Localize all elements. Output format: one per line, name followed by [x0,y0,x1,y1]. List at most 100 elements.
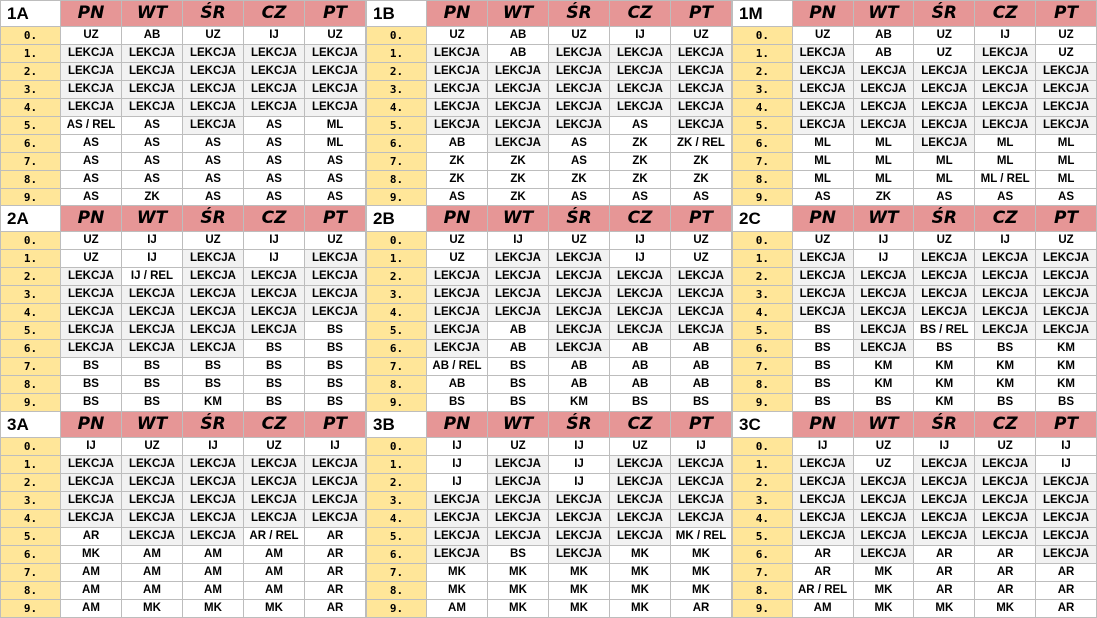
schedule-cell[interactable]: AS [60,134,122,153]
schedule-cell[interactable]: LEKCJA [852,339,915,358]
schedule-cell[interactable]: BS [487,393,549,412]
schedule-cell[interactable]: LEKCJA [852,98,915,117]
schedule-cell[interactable]: LEKCJA [487,62,549,81]
schedule-cell[interactable]: AS [243,188,305,207]
schedule-cell[interactable]: BS [243,393,305,412]
schedule-cell[interactable]: AS [791,188,854,207]
schedule-cell[interactable]: LEKCJA [304,249,366,268]
schedule-cell[interactable]: ML [974,152,1037,171]
schedule-cell[interactable]: LEKCJA [1035,249,1097,268]
schedule-cell[interactable]: BS / REL [913,321,976,340]
schedule-cell[interactable]: LEKCJA [426,303,488,322]
schedule-cell[interactable]: AR / REL [243,527,305,546]
schedule-cell[interactable]: LEKCJA [243,285,305,304]
schedule-cell[interactable]: BS [974,339,1037,358]
schedule-cell[interactable]: LEKCJA [182,473,244,492]
schedule-cell[interactable]: AS [609,188,671,207]
schedule-cell[interactable]: IJ / REL [121,267,183,286]
schedule-cell[interactable]: LEKCJA [548,116,610,135]
schedule-cell[interactable]: LEKCJA [182,44,244,63]
schedule-cell[interactable]: LEKCJA [487,285,549,304]
schedule-cell[interactable]: BS [852,393,915,412]
schedule-cell[interactable]: LEKCJA [426,44,488,63]
schedule-cell[interactable]: AB [487,26,549,45]
schedule-cell[interactable]: LEKCJA [182,116,244,135]
schedule-cell[interactable]: BS [1035,393,1097,412]
schedule-cell[interactable]: LEKCJA [791,267,854,286]
schedule-cell[interactable]: LEKCJA [182,62,244,81]
schedule-cell[interactable]: AR [791,563,854,582]
schedule-cell[interactable]: AB [852,26,915,45]
schedule-cell[interactable]: AS [182,188,244,207]
schedule-cell[interactable]: LEKCJA [548,545,610,564]
schedule-cell[interactable]: LEKCJA [974,80,1037,99]
schedule-cell[interactable]: BS [243,339,305,358]
schedule-cell[interactable]: IJ [426,455,488,474]
schedule-cell[interactable]: AR [974,545,1037,564]
schedule-cell[interactable]: AS / REL [60,116,122,135]
schedule-cell[interactable]: LEKCJA [60,285,122,304]
schedule-cell[interactable]: LEKCJA [852,509,915,528]
schedule-cell[interactable]: LEKCJA [60,44,122,63]
schedule-cell[interactable]: LEKCJA [974,249,1037,268]
schedule-cell[interactable]: AS [1035,188,1097,207]
schedule-cell[interactable]: LEKCJA [121,285,183,304]
schedule-cell[interactable]: LEKCJA [60,62,122,81]
schedule-cell[interactable]: ZK [121,188,183,207]
schedule-cell[interactable]: LEKCJA [487,80,549,99]
schedule-cell[interactable]: LEKCJA [60,267,122,286]
schedule-cell[interactable]: UZ [913,231,976,250]
schedule-cell[interactable]: IJ [182,437,244,456]
schedule-cell[interactable]: ZK [426,170,488,189]
schedule-cell[interactable]: AB [670,339,732,358]
schedule-cell[interactable]: LEKCJA [670,455,732,474]
schedule-cell[interactable]: LEKCJA [182,98,244,117]
schedule-cell[interactable]: IJ [548,455,610,474]
schedule-cell[interactable]: AM [121,563,183,582]
schedule-cell[interactable]: MK [852,599,915,618]
schedule-cell[interactable]: BS [791,393,854,412]
schedule-cell[interactable]: ML [913,170,976,189]
schedule-cell[interactable]: LEKCJA [609,527,671,546]
schedule-cell[interactable]: UZ [791,231,854,250]
schedule-cell[interactable]: ZK [487,152,549,171]
schedule-cell[interactable]: AR [304,563,366,582]
schedule-cell[interactable]: AB [487,321,549,340]
schedule-cell[interactable]: LEKCJA [974,303,1037,322]
schedule-cell[interactable]: LEKCJA [974,491,1037,510]
schedule-cell[interactable]: AS [913,188,976,207]
schedule-cell[interactable]: ML [1035,152,1097,171]
schedule-cell[interactable]: LEKCJA [304,455,366,474]
schedule-cell[interactable]: MK [670,581,732,600]
schedule-cell[interactable]: LEKCJA [852,285,915,304]
schedule-cell[interactable]: LEKCJA [548,509,610,528]
schedule-cell[interactable]: LEKCJA [609,473,671,492]
schedule-cell[interactable]: MK [60,545,122,564]
schedule-cell[interactable]: AM [121,545,183,564]
schedule-cell[interactable]: LEKCJA [304,44,366,63]
schedule-cell[interactable]: BS [791,357,854,376]
schedule-cell[interactable]: BS [791,375,854,394]
schedule-cell[interactable]: ML [304,134,366,153]
schedule-cell[interactable]: AM [243,563,305,582]
schedule-cell[interactable]: AB [426,375,488,394]
schedule-cell[interactable]: LEKCJA [913,249,976,268]
schedule-cell[interactable]: LEKCJA [852,116,915,135]
schedule-cell[interactable]: LEKCJA [426,62,488,81]
schedule-cell[interactable]: AR [913,563,976,582]
schedule-cell[interactable]: AR [791,545,854,564]
schedule-cell[interactable]: MK [426,581,488,600]
schedule-cell[interactable]: LEKCJA [426,491,488,510]
schedule-cell[interactable]: AR [60,527,122,546]
schedule-cell[interactable]: ML [852,134,915,153]
schedule-cell[interactable]: AM [60,563,122,582]
schedule-cell[interactable]: ML [304,116,366,135]
schedule-cell[interactable]: LEKCJA [913,303,976,322]
schedule-cell[interactable]: LEKCJA [60,303,122,322]
schedule-cell[interactable]: LEKCJA [243,44,305,63]
schedule-cell[interactable]: MK [487,563,549,582]
schedule-cell[interactable]: LEKCJA [182,339,244,358]
schedule-cell[interactable]: LEKCJA [548,80,610,99]
schedule-cell[interactable]: IJ [670,437,732,456]
schedule-cell[interactable]: LEKCJA [974,116,1037,135]
